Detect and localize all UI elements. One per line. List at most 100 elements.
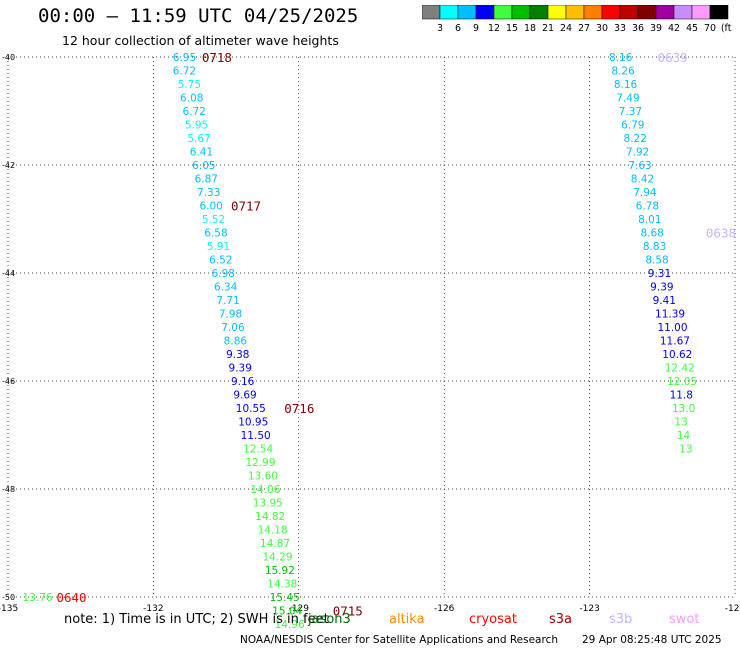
colorbar-label: 45: [686, 23, 698, 33]
colorbar-label: (ft): [721, 23, 732, 33]
wave-height-label: 7.94: [633, 187, 657, 199]
wave-height-label: 14.87: [260, 538, 290, 550]
wave-height-label: 6.34: [214, 282, 238, 294]
wave-height-label: 7.98: [219, 309, 242, 321]
wave-height-label: 8.26: [611, 66, 635, 78]
colorbar-label: 3: [437, 23, 443, 33]
wave-height-label: 14.82: [255, 511, 285, 523]
wave-height-label: 15.92: [265, 565, 295, 577]
y-tick-label: -40: [2, 53, 15, 62]
colorbar-label: 21: [542, 23, 554, 33]
colorbar-label: 9: [473, 23, 479, 33]
colorbar-label: 36: [632, 23, 644, 33]
wave-height-label: 6.78: [636, 201, 659, 213]
chart-subtitle: 12 hour collection of altimeter wave hei…: [62, 33, 339, 48]
wave-height-label: 13.95: [253, 498, 283, 510]
colorbar-label: 12: [488, 23, 500, 33]
colorbar-label: 15: [506, 23, 518, 33]
wave-height-label: 8.68: [640, 228, 663, 240]
wave-height-label: 7.71: [216, 295, 239, 307]
wave-height-label: 12.05: [667, 376, 697, 388]
colorbar-label: 30: [596, 23, 608, 33]
satellite-altika: altika: [389, 612, 425, 627]
wave-height-label: 12.54: [243, 444, 273, 456]
wave-height-label: 9.39: [650, 282, 673, 294]
colorbar-label: 70: [704, 23, 716, 33]
wave-height-label: 8.86: [224, 336, 248, 348]
wave-height-label: 14.38: [267, 579, 297, 591]
time-label: 0638: [706, 226, 736, 241]
wave-height-label: 6.05: [192, 160, 215, 172]
wave-height-label: 14.96: [275, 619, 305, 631]
wave-height-label: 15.45: [270, 592, 300, 604]
wave-height-label: 5.91: [207, 241, 230, 253]
wave-height-label: 5.75: [178, 79, 201, 91]
wave-height-label: 8.42: [631, 174, 654, 186]
wave-height-label: 7.06: [221, 322, 245, 334]
wave-height-label: 8.83: [643, 241, 666, 253]
time-label: 0717: [231, 199, 261, 214]
wave-height-label: 15.04: [272, 606, 302, 618]
time-label: 0716: [284, 401, 314, 416]
x-tick-label: -129: [289, 604, 310, 614]
wave-height-label: 8.16: [609, 52, 633, 64]
wave-height-label: 9.16: [231, 376, 255, 388]
colorbar-label: 27: [578, 23, 590, 33]
wave-height-label: 6.41: [190, 147, 213, 159]
wave-height-label: 11.8: [670, 390, 693, 402]
y-tick-label: -46: [2, 377, 15, 386]
colorbar-label: 33: [614, 23, 626, 33]
wave-height-label: 8.16: [614, 79, 638, 91]
wave-height-label: 14.18: [258, 525, 288, 537]
wave-height-label: 13.60: [248, 471, 278, 483]
wave-height-label: 9.39: [229, 363, 252, 375]
satellite-swot: swot: [669, 612, 700, 627]
x-tick-label: -132: [143, 604, 163, 614]
wave-height-label: 7.63: [628, 160, 651, 172]
wave-height-label: 7.92: [626, 147, 649, 159]
time-label: 0718: [202, 50, 232, 65]
wave-height-label: 14.29: [262, 552, 292, 564]
wave-height-label: 8.58: [645, 255, 668, 267]
wave-height-label: 9.38: [226, 349, 249, 361]
satellite-cryosat: cryosat: [469, 612, 517, 627]
wave-height-label: 11.39: [655, 309, 685, 321]
colorbar-label: 39: [650, 23, 662, 33]
wave-height-label: 13: [679, 444, 692, 456]
colorbar-label: 42: [668, 23, 680, 33]
footer-note: note: 1) Time is in UTC; 2) SWH is in fe…: [64, 612, 329, 627]
wave-height-label: 6.79: [621, 120, 644, 132]
wave-height-label: 11.50: [241, 430, 271, 442]
wave-height-label: 9.41: [653, 295, 676, 307]
wave-height-label: 14: [677, 430, 691, 442]
wave-height-label: 7.49: [616, 93, 639, 105]
footer-date: 29 Apr 08:25:48 UTC 2025: [582, 634, 722, 646]
wave-height-label: 10.55: [236, 403, 266, 415]
wave-height-label: 12.99: [245, 457, 275, 469]
wave-height-label: 8.01: [638, 214, 661, 226]
x-tick-label: -123: [579, 604, 599, 614]
wave-height-label: 8.22: [624, 133, 647, 145]
time-label: 0639: [657, 50, 687, 65]
wave-height-label: 5.52: [202, 214, 225, 226]
wave-height-label: 6.72: [182, 106, 205, 118]
wave-height-label: 9.31: [648, 268, 671, 280]
y-tick-label: -44: [2, 269, 15, 278]
y-tick-label: -50: [2, 593, 15, 602]
wave-height-label: 11.67: [660, 336, 690, 348]
wave-height-label: 13.76: [23, 592, 53, 604]
wave-height-label: 5.67: [187, 133, 210, 145]
wave-height-label: 13: [674, 417, 687, 429]
x-tick-label: -120: [725, 604, 740, 614]
satellite-s3b: s3b: [609, 612, 633, 627]
wave-height-label: 6.95: [173, 52, 196, 64]
wave-height-label: 5.95: [185, 120, 208, 132]
colorbar-label: 18: [524, 23, 536, 33]
y-tick-label: -48: [2, 485, 15, 494]
time-label: 0715: [333, 604, 363, 619]
wave-height-label: 10.95: [238, 417, 268, 429]
x-tick-label: -135: [0, 604, 18, 614]
footer-credit: NOAA/NESDIS Center for Satellite Applica…: [240, 634, 558, 646]
